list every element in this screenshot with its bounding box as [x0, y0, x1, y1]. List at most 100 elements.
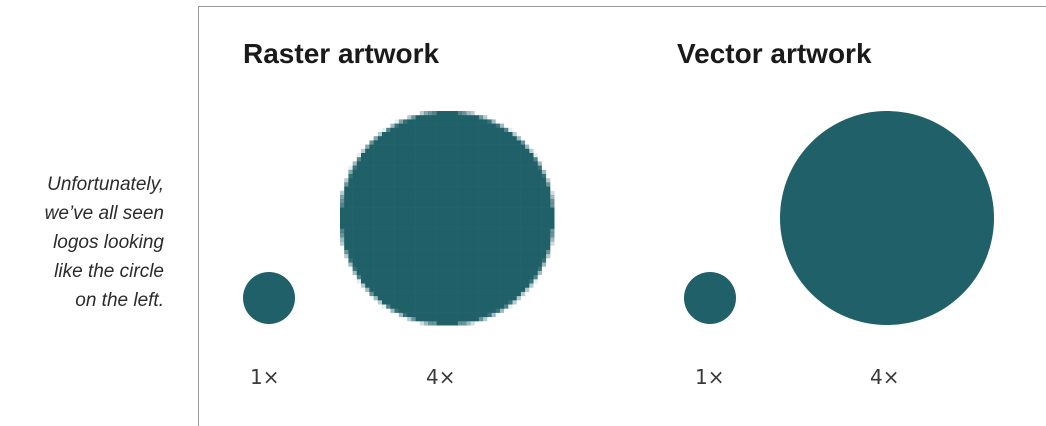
- raster-pixel: [508, 216, 513, 221]
- raster-pixel: [428, 312, 433, 318]
- raster-pixel: [508, 203, 513, 208]
- raster-pixel: [398, 300, 404, 305]
- raster-pixel: [369, 287, 374, 292]
- raster-pixel: [415, 249, 421, 255]
- raster-pixel: [348, 220, 353, 225]
- raster-pixel: [394, 279, 400, 284]
- raster-pixel: [445, 266, 450, 271]
- raster-pixel: [449, 300, 454, 305]
- raster-pixel: [478, 216, 484, 221]
- raster-pixel: [428, 132, 433, 137]
- raster-pixel: [520, 232, 526, 238]
- raster-pixel: [503, 199, 509, 204]
- raster-pixel: [382, 237, 387, 242]
- raster-pixel: [373, 270, 379, 276]
- raster-pixel: [499, 300, 505, 305]
- raster-pixel: [411, 178, 416, 183]
- raster-pixel: [398, 270, 404, 276]
- raster-pixel: [487, 186, 492, 192]
- raster-pixel: [503, 224, 509, 229]
- raster-pixel: [482, 182, 488, 187]
- raster-pixel: [457, 190, 463, 196]
- raster-pixel: [508, 253, 513, 259]
- raster-pixel: [487, 274, 492, 280]
- raster-pixel: [352, 241, 358, 246]
- raster-pixel: [524, 165, 530, 171]
- raster-pixel: [386, 232, 391, 238]
- raster-pixel: [478, 237, 484, 242]
- raster-pixel: [474, 140, 479, 145]
- raster-pixel: [361, 195, 366, 200]
- raster-pixel: [495, 127, 500, 133]
- raster-pixel: [478, 119, 484, 124]
- raster-pixel: [449, 274, 454, 280]
- raster-pixel: [474, 186, 479, 192]
- raster-pixel: [348, 241, 353, 246]
- raster-pixel: [466, 308, 471, 313]
- raster-pixel: [415, 148, 421, 154]
- raster-pixel: [512, 224, 517, 229]
- raster-pixel: [398, 241, 404, 246]
- raster-pixel: [440, 136, 446, 141]
- raster-pixel: [470, 169, 475, 175]
- raster-pixel: [487, 283, 492, 288]
- raster-pixel: [512, 203, 517, 208]
- raster-pixel: [461, 127, 467, 133]
- raster-pixel: [411, 119, 416, 124]
- raster-pixel: [344, 241, 349, 246]
- raster-pixel: [449, 237, 454, 242]
- raster-pixel: [508, 148, 513, 154]
- raster-pixel: [382, 178, 387, 183]
- raster-pixel: [436, 161, 442, 166]
- raster-pixel: [499, 237, 505, 242]
- raster-pixel: [415, 308, 421, 313]
- raster-pixel: [440, 312, 446, 318]
- raster-pixel: [424, 253, 429, 259]
- raster-4x-label: 4×: [426, 365, 456, 389]
- caption-line: Unfortunately,: [47, 174, 164, 195]
- raster-pixel: [499, 266, 505, 271]
- raster-pixel: [348, 195, 353, 200]
- raster-pixel: [524, 283, 530, 288]
- raster-pixel: [545, 199, 551, 204]
- raster-pixel: [453, 178, 458, 183]
- raster-pixel: [403, 169, 408, 175]
- raster-pixel: [365, 270, 370, 276]
- raster-pixel: [478, 211, 484, 217]
- raster-pixel: [394, 304, 400, 309]
- raster-pixel: [440, 321, 446, 326]
- raster-pixel: [461, 203, 467, 208]
- raster-pixel: [541, 169, 547, 175]
- raster-pixel: [524, 199, 530, 204]
- raster-pixel: [466, 144, 471, 150]
- raster-pixel: [487, 249, 492, 255]
- raster-pixel: [369, 203, 374, 208]
- raster-pixel: [356, 195, 362, 200]
- raster-pixel: [432, 232, 437, 238]
- raster-pixel: [466, 178, 471, 183]
- raster-pixel: [382, 228, 387, 234]
- raster-pixel: [390, 127, 395, 133]
- raster-pixel: [361, 283, 366, 288]
- raster-pixel: [512, 195, 517, 200]
- raster-pixel: [453, 266, 458, 271]
- raster-pixel: [474, 132, 479, 137]
- raster-pixel: [411, 207, 416, 213]
- raster-pixel: [411, 266, 416, 271]
- raster-pixel: [461, 274, 467, 280]
- raster-pixel: [495, 245, 500, 250]
- raster-pixel: [461, 190, 467, 196]
- raster-pixel: [445, 228, 450, 234]
- raster-pixel: [529, 249, 534, 255]
- raster-pixel: [449, 203, 454, 208]
- raster-pixel: [377, 216, 383, 221]
- raster-pixel: [440, 262, 446, 267]
- raster-pixel: [470, 195, 475, 200]
- raster-pixel: [499, 153, 505, 158]
- raster-pixel: [356, 182, 362, 187]
- raster-pixel: [520, 262, 526, 267]
- raster-pixel: [373, 258, 379, 263]
- raster-pixel: [340, 203, 345, 208]
- raster-pixel: [491, 216, 496, 221]
- raster-pixel: [503, 249, 509, 255]
